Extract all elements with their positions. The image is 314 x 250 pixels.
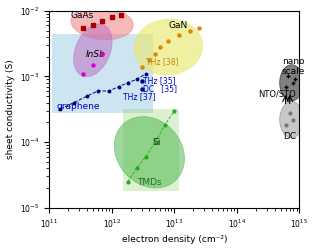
Polygon shape (280, 102, 303, 138)
Text: GaAs: GaAs (71, 11, 94, 20)
Text: nano
scale: nano scale (282, 57, 305, 76)
Y-axis label: sheet conductivity (S): sheet conductivity (S) (6, 60, 14, 159)
Text: DC: DC (283, 132, 296, 141)
Polygon shape (280, 65, 303, 101)
Text: GaN: GaN (168, 21, 187, 30)
Text: THz [38]: THz [38] (146, 57, 178, 66)
Polygon shape (52, 34, 153, 113)
Text: NTO/STO: NTO/STO (258, 89, 296, 98)
Text: InSb: InSb (85, 50, 105, 59)
Text: THz [37]: THz [37] (123, 92, 155, 101)
Text: TMDs: TMDs (137, 178, 161, 187)
X-axis label: electron density (cm⁻²): electron density (cm⁻²) (122, 236, 227, 244)
Text: Si: Si (153, 138, 161, 147)
Polygon shape (71, 6, 133, 40)
Text: THz [35]: THz [35] (143, 76, 176, 85)
Text: DC   [35]: DC [35] (143, 84, 177, 93)
Polygon shape (114, 116, 184, 188)
Text: graphene: graphene (56, 102, 100, 111)
Polygon shape (123, 109, 179, 191)
Polygon shape (134, 19, 203, 75)
Polygon shape (74, 24, 112, 77)
